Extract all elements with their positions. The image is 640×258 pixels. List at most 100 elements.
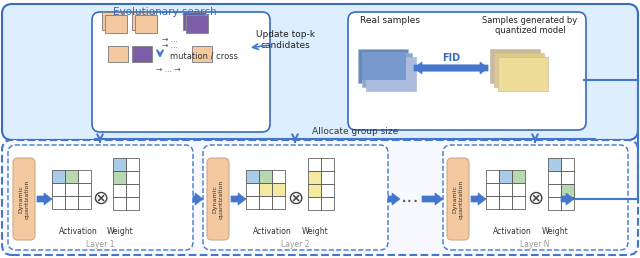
Text: ...: ... (401, 187, 419, 206)
Bar (308, 171, 321, 184)
Bar (135, 15, 157, 33)
Text: Evolutionary search: Evolutionary search (113, 7, 216, 17)
Bar (132, 12, 154, 30)
Bar (494, 53, 544, 87)
Bar (132, 46, 152, 62)
Text: Layer N: Layer N (520, 240, 550, 249)
FancyBboxPatch shape (447, 158, 469, 240)
Bar (52, 196, 65, 209)
Bar (499, 183, 512, 196)
Bar (78, 170, 91, 183)
Polygon shape (414, 62, 488, 74)
Text: Weight: Weight (107, 227, 133, 236)
Bar (183, 12, 205, 30)
Text: Dynamic
quantization: Dynamic quantization (212, 179, 223, 219)
Bar (52, 183, 65, 196)
Text: Weight: Weight (301, 227, 328, 236)
Bar (362, 53, 412, 87)
Text: Update top-k
candidates: Update top-k candidates (255, 30, 314, 50)
FancyBboxPatch shape (348, 12, 586, 130)
Polygon shape (193, 193, 203, 205)
Text: Activation: Activation (253, 227, 291, 236)
Text: Activation: Activation (493, 227, 531, 236)
Text: → ...: → ... (162, 35, 178, 44)
Bar (561, 197, 574, 210)
Bar (272, 170, 285, 183)
Text: → ... →: → ... → (156, 66, 180, 75)
Bar (321, 184, 334, 197)
Bar (548, 171, 561, 184)
Polygon shape (231, 193, 246, 205)
FancyBboxPatch shape (203, 145, 388, 250)
Bar (366, 57, 416, 91)
Bar (65, 196, 78, 209)
Bar (512, 170, 525, 183)
Text: ⊗: ⊗ (287, 189, 303, 207)
Bar (108, 46, 128, 62)
Bar (548, 197, 561, 210)
Bar (126, 158, 139, 171)
Bar (499, 196, 512, 209)
Text: Activation: Activation (59, 227, 97, 236)
FancyBboxPatch shape (92, 12, 270, 132)
Bar (321, 197, 334, 210)
Bar (126, 171, 139, 184)
Bar (486, 196, 499, 209)
Polygon shape (388, 193, 400, 205)
Bar (561, 184, 574, 197)
Bar (65, 183, 78, 196)
Bar (490, 49, 540, 83)
Bar (321, 158, 334, 171)
Bar (486, 183, 499, 196)
FancyBboxPatch shape (2, 140, 638, 255)
Text: Layer 2: Layer 2 (281, 240, 309, 249)
Bar (512, 196, 525, 209)
Text: ⊗: ⊗ (527, 189, 543, 207)
Bar (113, 184, 126, 197)
Polygon shape (422, 193, 443, 205)
Text: Allocate group size: Allocate group size (312, 127, 398, 136)
Bar (561, 158, 574, 171)
Bar (78, 196, 91, 209)
Bar (186, 15, 208, 33)
Bar (498, 57, 548, 91)
Bar (358, 49, 408, 83)
FancyBboxPatch shape (2, 4, 638, 140)
Polygon shape (37, 193, 52, 205)
Bar (113, 171, 126, 184)
Text: Real samples: Real samples (360, 16, 420, 25)
Bar (246, 196, 259, 209)
Polygon shape (414, 62, 488, 74)
Bar (308, 158, 321, 171)
Bar (259, 196, 272, 209)
Bar (126, 197, 139, 210)
Bar (113, 158, 126, 171)
FancyBboxPatch shape (13, 158, 35, 240)
Text: → ...: → ... (162, 42, 178, 51)
FancyBboxPatch shape (207, 158, 229, 240)
Bar (126, 184, 139, 197)
Bar (246, 170, 259, 183)
Bar (272, 196, 285, 209)
Text: Layer 1: Layer 1 (86, 240, 115, 249)
Bar (259, 170, 272, 183)
Text: Samples generated by
quantized model: Samples generated by quantized model (483, 16, 578, 35)
Text: Dynamic
quantization: Dynamic quantization (452, 179, 463, 219)
Bar (52, 170, 65, 183)
Bar (499, 170, 512, 183)
Bar (512, 183, 525, 196)
Bar (561, 171, 574, 184)
Bar (259, 183, 272, 196)
Text: mutation / cross: mutation / cross (170, 52, 238, 60)
Bar (78, 183, 91, 196)
FancyBboxPatch shape (8, 145, 193, 250)
Polygon shape (561, 193, 574, 205)
Text: FID: FID (442, 53, 460, 63)
Bar (548, 158, 561, 171)
Bar (548, 184, 561, 197)
Text: ⊗: ⊗ (92, 189, 108, 207)
Bar (113, 197, 126, 210)
Bar (102, 12, 124, 30)
Bar (272, 183, 285, 196)
Bar (308, 197, 321, 210)
